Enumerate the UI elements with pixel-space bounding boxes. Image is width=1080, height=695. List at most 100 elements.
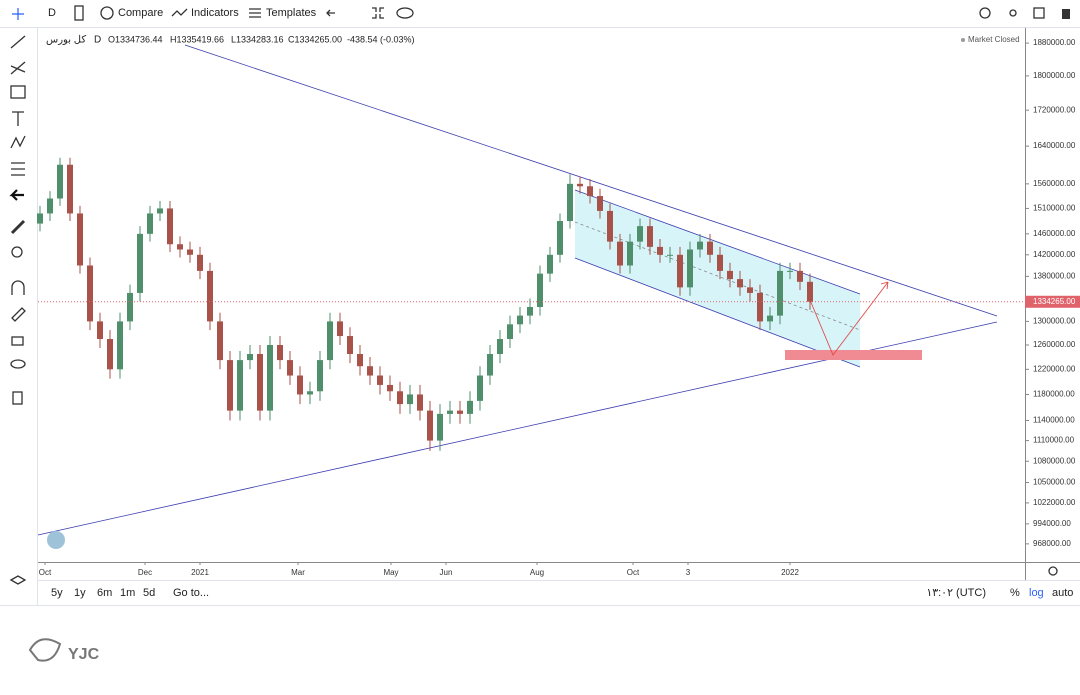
snapshot-icon[interactable]: [1033, 7, 1045, 19]
x-tick-label: 2021: [191, 568, 209, 577]
candle-body: [627, 241, 633, 266]
candle-body: [317, 360, 323, 392]
auto-toggle[interactable]: auto: [1052, 587, 1073, 599]
candle-body: [247, 354, 253, 361]
timezone[interactable]: ۱۳:۰۲ (UTC): [926, 587, 986, 599]
candle-body: [107, 339, 113, 370]
share-icon[interactable]: [1009, 9, 1017, 17]
layers-tool[interactable]: [9, 575, 27, 585]
candle-body: [217, 321, 223, 361]
symbol-interval: D: [94, 35, 101, 46]
y-tick-label: 1880000.00: [1033, 38, 1076, 47]
hide-icon[interactable]: [396, 7, 414, 19]
candle-body: [757, 292, 763, 322]
range-button[interactable]: 5d: [143, 587, 155, 599]
candle-body: [797, 270, 803, 282]
ohlc-low: L1334283.16: [231, 34, 284, 44]
candle-body: [297, 375, 303, 395]
x-tick-label: Dec: [138, 568, 152, 577]
last-price-label: 1334265.00: [1033, 297, 1076, 306]
candle-body: [727, 270, 733, 280]
settings-icon[interactable]: [979, 7, 991, 19]
ohlc-close: C1334265.00: [288, 34, 342, 44]
prediction-tool[interactable]: [11, 162, 25, 176]
candle-body: [387, 384, 393, 392]
candle-body: [467, 400, 473, 414]
percent-toggle[interactable]: %: [1010, 587, 1020, 599]
candle-body: [497, 339, 503, 355]
crosshair-tool[interactable]: [12, 8, 24, 20]
candle-body: [617, 241, 623, 266]
candle-body: [147, 213, 153, 234]
undo-icon[interactable]: [326, 9, 335, 17]
fullscreen-icon[interactable]: [372, 7, 384, 19]
trash-tool[interactable]: [12, 391, 23, 405]
candle-body: [327, 321, 333, 361]
candle-body: [747, 287, 753, 293]
candle-body: [677, 254, 683, 288]
logo-badge: [47, 531, 65, 549]
candle-body: [807, 281, 813, 302]
candle-body: [737, 279, 743, 288]
magnet-tool[interactable]: [11, 280, 25, 295]
candle-body: [607, 210, 613, 242]
watermark-logo: [28, 638, 62, 662]
measure-tool[interactable]: [10, 219, 26, 235]
candle-body: [557, 221, 563, 255]
pattern-tool[interactable]: [10, 135, 26, 149]
channel-top: [574, 189, 861, 295]
lock-tool[interactable]: [11, 336, 24, 346]
goto-button[interactable]: Go to...: [173, 587, 209, 599]
range-button[interactable]: 1m: [120, 587, 135, 599]
y-tick-label: 1050000.00: [1033, 478, 1076, 487]
shape-tool[interactable]: [10, 85, 26, 99]
candle-body: [227, 360, 233, 411]
compare-button[interactable]: Compare: [118, 7, 163, 19]
range-button[interactable]: 6m: [97, 587, 112, 599]
interval-button[interactable]: D: [48, 7, 56, 19]
projection-arrow: [809, 281, 889, 356]
lock-drawing-tool[interactable]: [11, 307, 26, 322]
candle-body: [687, 249, 693, 288]
y-tick-label: 1110000.00: [1033, 436, 1075, 445]
candle-body: [67, 164, 73, 214]
x-tick-label: 3: [686, 568, 691, 577]
back-tool[interactable]: [9, 189, 24, 201]
trendline-tool[interactable]: [10, 35, 26, 49]
candle-body: [547, 254, 553, 274]
y-tick-label: 1560000.00: [1033, 179, 1076, 188]
candle-body: [527, 307, 533, 316]
range-button[interactable]: 1y: [74, 587, 86, 599]
indicators-button[interactable]: Indicators: [191, 7, 239, 19]
text-tool[interactable]: [12, 111, 24, 126]
x-tick-label: 2022: [781, 568, 799, 577]
candle-body: [167, 208, 173, 245]
log-toggle[interactable]: log: [1029, 587, 1044, 599]
plot-area: [37, 157, 1025, 451]
candle-body: [667, 254, 673, 256]
channel-bottom: [574, 257, 861, 368]
axis-settings[interactable]: [1048, 566, 1058, 576]
visibility-tool[interactable]: [10, 359, 26, 369]
fib-tool[interactable]: [10, 61, 26, 75]
templates-icon[interactable]: [249, 8, 261, 18]
candle-body: [57, 164, 63, 199]
target-zone: [785, 350, 922, 360]
x-tick-label: Jun: [440, 568, 453, 577]
y-tick-label: 1720000.00: [1033, 105, 1076, 114]
y-tick-label: 1022000.00: [1033, 498, 1076, 507]
x-tick-label: May: [383, 568, 398, 577]
chart-style-icon[interactable]: [74, 5, 84, 21]
candle-body: [587, 186, 593, 197]
candle-body: [407, 394, 413, 405]
candle-body: [237, 360, 243, 411]
delete-icon[interactable]: [1062, 9, 1070, 19]
indicators-icon[interactable]: [171, 8, 188, 17]
candle-body: [537, 273, 543, 308]
zoom-tool[interactable]: [11, 246, 23, 258]
candle-body: [377, 375, 383, 385]
compare-icon[interactable]: [100, 6, 114, 20]
y-tick-label: 1800000.00: [1033, 71, 1076, 80]
templates-button[interactable]: Templates: [266, 7, 317, 19]
range-button[interactable]: 5y: [51, 587, 63, 599]
